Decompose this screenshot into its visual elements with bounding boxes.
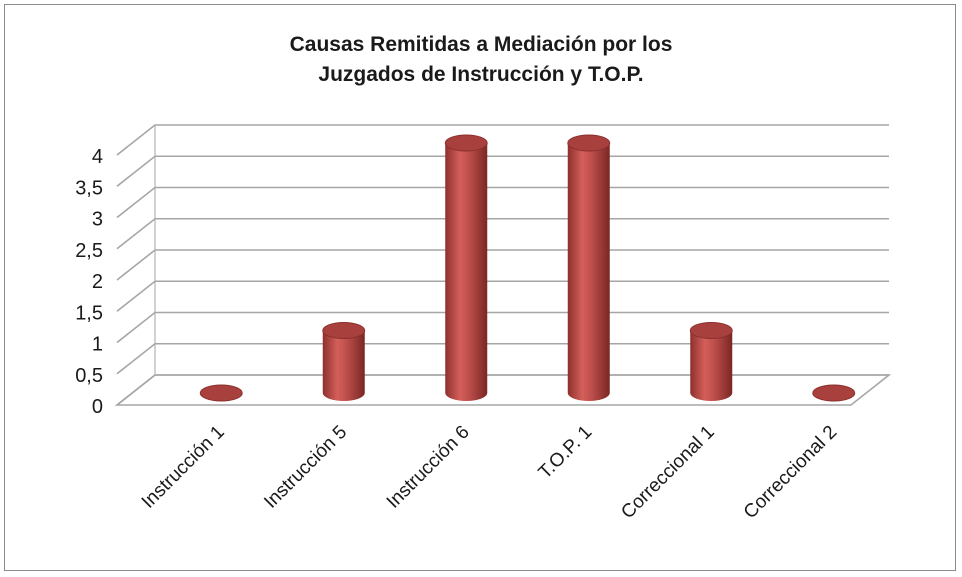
bar-chart: Causas Remitidas a Mediación por los Juz… [75,33,892,523]
x-tick-label: T.O.P. 1 [535,422,597,484]
chart-floor [114,374,892,406]
x-tick-label: Instrucción 5 [260,422,351,513]
bar [567,134,611,401]
gridline [116,311,889,344]
x-axis-labels: Instrucción 1 Instrucción 5 Instrucción 6 T… [138,422,842,523]
bar [322,322,366,401]
x-tick-label: Correccional 2 [740,422,841,523]
x-tick-label: Correccional 1 [617,422,718,523]
gridline [116,280,889,312]
x-tick-label: Instrucción 1 [138,422,229,513]
y-axis-ticks: 0 0,5 1 1,5 2 2,5 3 3,5 4 [75,146,103,418]
x-tick-label: Instrucción 6 [383,422,474,513]
y-tick-label: 3,5 [75,177,103,199]
bar [689,322,733,401]
chart-frame: Causas Remitidas a Mediación por los Juz… [4,4,956,571]
bar [444,134,488,401]
gridline [116,217,889,250]
y-tick-label: 0 [92,396,103,418]
y-tick-label: 2,5 [75,240,103,262]
bar [199,384,243,402]
chart-title-line-1: Causas Remitidas a Mediación por los [290,33,673,56]
y-tick-label: 2 [92,271,103,293]
bar [812,384,856,402]
gridline [116,155,889,187]
bars [199,134,856,402]
y-tick-label: 4 [92,146,103,168]
gridlines [114,124,892,406]
chart-title-line-2: Juzgados de Instrucción y T.O.P. [318,63,643,86]
gridline [116,342,889,375]
gridline [116,249,889,281]
y-tick-label: 1 [92,334,103,356]
y-tick-label: 0,5 [75,365,103,387]
gridline [116,186,889,219]
gridline [116,124,889,156]
y-tick-label: 1,5 [75,302,103,324]
y-tick-label: 3 [92,209,103,231]
